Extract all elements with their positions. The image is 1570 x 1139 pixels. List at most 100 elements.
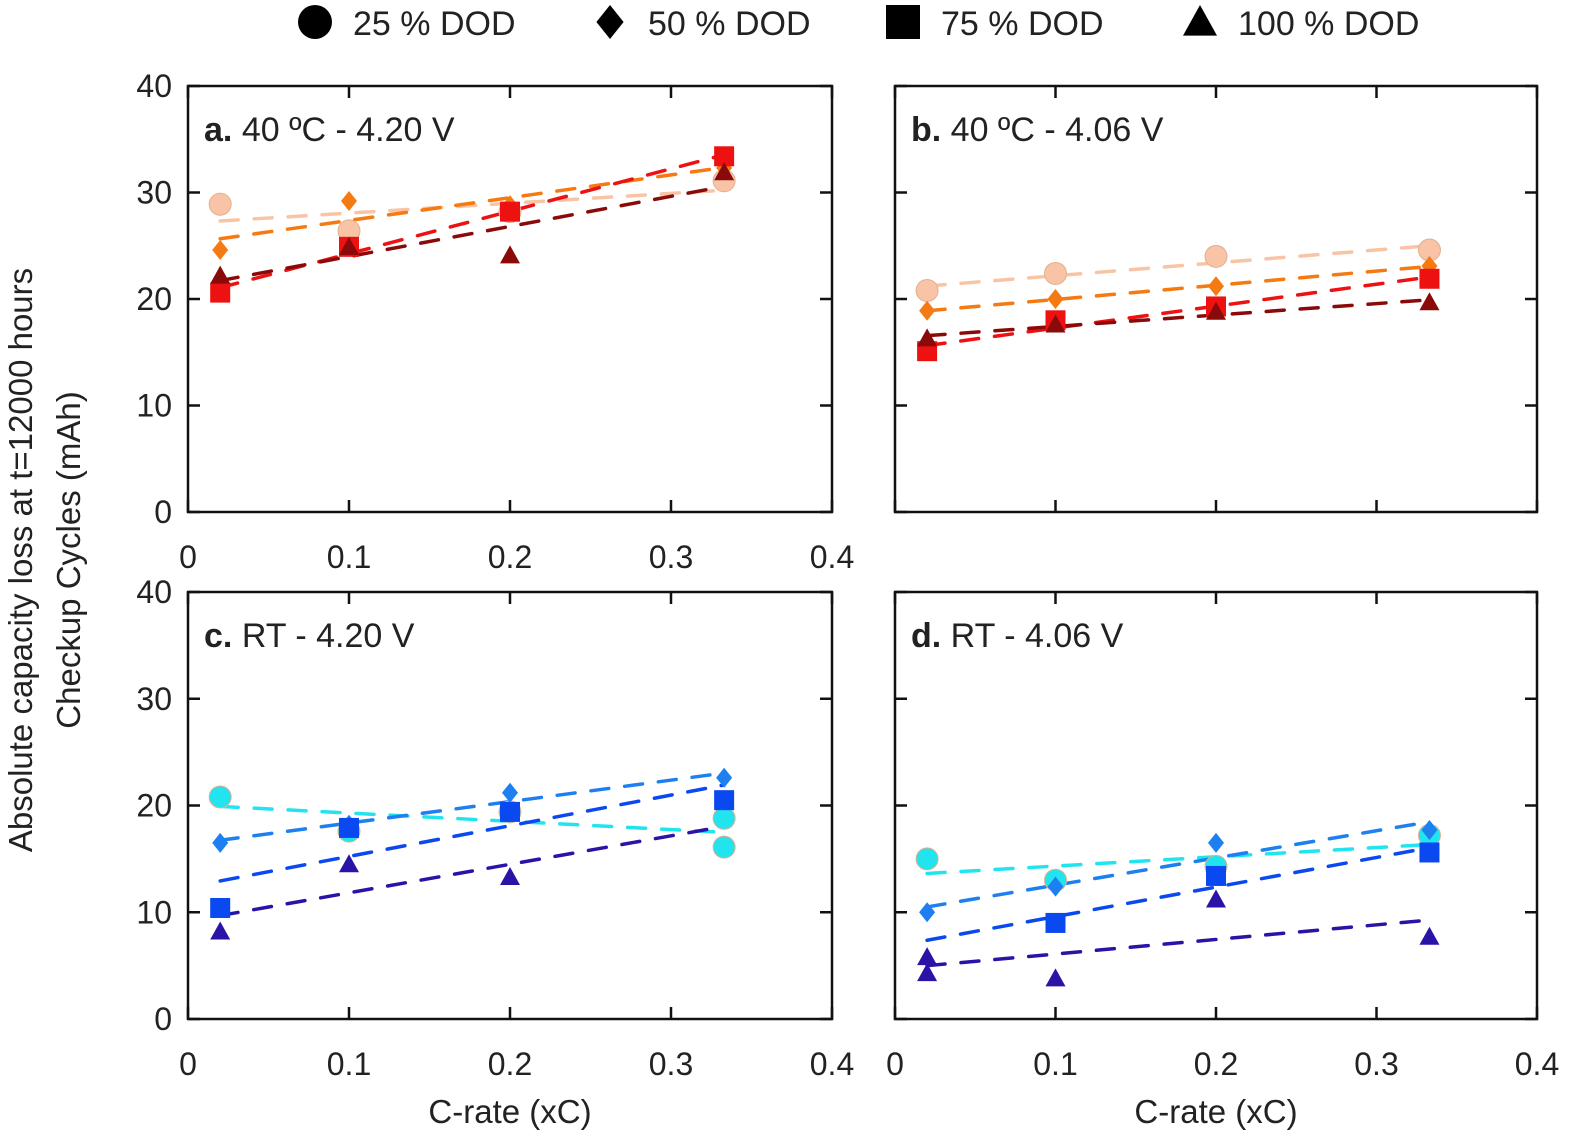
x-tick-label: 0.3	[1354, 1046, 1398, 1082]
y-tick-label: 40	[136, 574, 172, 610]
legend-item: 25 % DOD	[298, 5, 516, 43]
data-point-triangle	[714, 162, 735, 181]
panel-title-text: 40 ºC - 4.20 V	[242, 111, 455, 149]
y-tick-label: 20	[136, 281, 172, 317]
trendline-1	[218, 804, 726, 835]
data-point-square	[1206, 865, 1226, 886]
x-tick-label: 0.4	[1515, 1046, 1559, 1082]
panel-title-text: RT - 4.06 V	[951, 617, 1124, 655]
panel-a: 0 10 20 30 40 0 0.1 0.2 0.3 0.4 a. 40 ºC - 4.20 V	[136, 68, 854, 575]
trendline-1	[925, 842, 1432, 876]
x-tick-label: 0	[179, 1046, 197, 1082]
data-point-square	[1045, 912, 1066, 933]
data-point-square	[1419, 268, 1440, 289]
y-tick-label: 40	[136, 68, 172, 104]
data-point-square	[500, 801, 520, 822]
legend-label: 100 % DOD	[1238, 5, 1419, 43]
data-point-triangle	[1206, 889, 1226, 908]
legend: 25 % DOD 50 % DOD 75 % DOD 100 % DOD	[298, 5, 1419, 43]
trendline-1	[925, 243, 1432, 288]
square-legend-marker	[886, 5, 920, 39]
data-point-diamond	[341, 191, 357, 212]
legend-label: 25 % DOD	[353, 5, 516, 43]
data-point-square	[210, 897, 231, 918]
data-point-triangle	[917, 328, 938, 347]
data-point-square	[1419, 842, 1440, 863]
panel-b: b. 40 ºC - 4.06 V	[893, 84, 1539, 514]
trendline-4	[218, 184, 726, 283]
data-point-diamond	[919, 300, 936, 321]
x-tick-label: 0	[886, 1046, 904, 1082]
legend-label: 75 % DOD	[941, 5, 1104, 43]
x-tick-label: 0.3	[649, 539, 693, 575]
data-point-triangle	[500, 245, 520, 264]
y-axis-label-line1: Absolute capacity loss at t=12000 hours	[2, 268, 39, 852]
x-tick-label: 0.1	[1033, 1046, 1077, 1082]
panel-letter: a.	[204, 111, 242, 149]
x-tick-label: 0.3	[649, 1046, 693, 1082]
trendline-4	[925, 918, 1432, 968]
x-tick-label: 0.2	[488, 539, 532, 575]
data-point-triangle	[1206, 301, 1226, 320]
panel-c: 0 10 20 30 40 0 0.1 0.2 0.3 0.4 C-rate (xC) c. RT -…	[136, 574, 854, 1130]
data-point-triangle	[1045, 314, 1066, 333]
data-point-triangle	[500, 867, 520, 886]
legend-label: 50 % DOD	[648, 5, 811, 43]
trendline-2	[925, 264, 1432, 313]
diamond-legend-marker	[596, 5, 624, 39]
data-point-circle	[712, 806, 736, 830]
y-tick-label: 10	[136, 388, 172, 424]
data-point-triangle	[917, 963, 938, 982]
data-point-diamond	[1208, 276, 1224, 297]
trendline-3	[925, 275, 1432, 348]
data-point-square	[339, 817, 359, 838]
data-point-square	[714, 146, 735, 167]
data-point-diamond	[1421, 820, 1438, 841]
data-point-triangle	[1419, 926, 1440, 945]
data-point-diamond	[1208, 832, 1224, 853]
panel-title: a. 40 ºC - 4.20 V	[204, 111, 455, 149]
x-tick-label: 0.2	[488, 1046, 532, 1082]
data-point-circle	[1204, 244, 1228, 268]
trendline-2	[218, 771, 726, 843]
panel-title: d. RT - 4.06 V	[911, 617, 1124, 655]
data-point-circle	[915, 278, 939, 302]
y-tick-label: 0	[154, 1001, 172, 1037]
y-tick-label: 0	[154, 494, 172, 530]
trendline-2	[218, 165, 726, 241]
data-point-diamond	[1047, 289, 1064, 309]
panel-title-text: RT - 4.20 V	[242, 617, 415, 655]
data-point-diamond	[212, 240, 229, 261]
x-tick-label: 0	[179, 539, 197, 575]
trendline-2	[925, 820, 1432, 909]
data-point-triangle	[339, 854, 359, 873]
data-point-diamond	[1047, 876, 1064, 897]
data-point-triangle	[339, 236, 359, 255]
trendline-3	[218, 783, 726, 883]
legend-item: 75 % DOD	[886, 5, 1104, 43]
plot-frame	[186, 84, 834, 514]
data-point-circle	[1044, 261, 1067, 285]
trendline-4	[925, 298, 1432, 338]
panel-title: b. 40 ºC - 4.06 V	[911, 111, 1164, 149]
data-point-triangle	[917, 947, 938, 966]
data-point-circle	[915, 847, 939, 871]
trendline-1	[218, 188, 726, 223]
trendline-3	[925, 845, 1432, 943]
y-tick-label: 20	[136, 788, 172, 824]
data-point-square	[714, 790, 735, 811]
x-axis-label: C-rate (xC)	[428, 1093, 591, 1130]
x-tick-label: 0.1	[327, 1046, 371, 1082]
data-point-circle	[712, 835, 736, 859]
x-tick-label: 0.2	[1194, 1046, 1238, 1082]
panel-title: c. RT - 4.20 V	[204, 617, 415, 655]
y-tick-label: 10	[136, 894, 172, 930]
panel-title-text: 40 ºC - 4.06 V	[951, 111, 1164, 149]
data-point-diamond	[502, 782, 518, 803]
panel-d: 0 0.1 0.2 0.3 0.4 C-rate (xC) d. RT - 4.06 V	[886, 590, 1559, 1130]
x-axis-label: C-rate (xC)	[1134, 1093, 1297, 1130]
trendline-4	[218, 824, 726, 918]
circle-legend-marker	[298, 5, 332, 39]
data-point-circle	[208, 785, 232, 809]
